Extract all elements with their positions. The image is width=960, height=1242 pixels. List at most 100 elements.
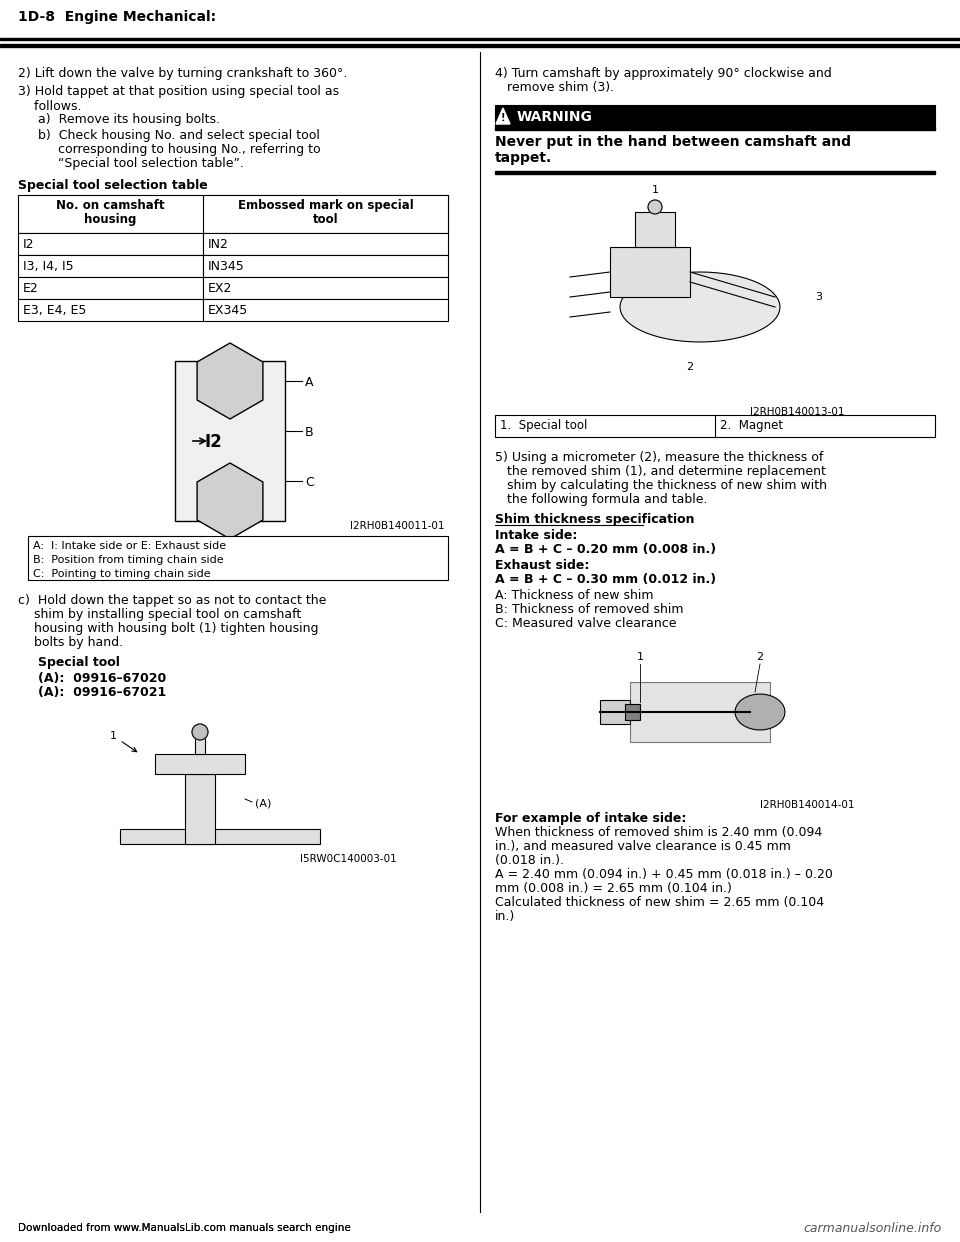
Text: A = B + C – 0.20 mm (0.008 in.): A = B + C – 0.20 mm (0.008 in.) bbox=[495, 543, 716, 556]
Text: (A):  09916–67021: (A): 09916–67021 bbox=[38, 686, 166, 699]
Bar bbox=[610, 247, 690, 297]
Text: When thickness of removed shim is 2.40 mm (0.094: When thickness of removed shim is 2.40 m… bbox=[495, 826, 823, 840]
Text: mm (0.008 in.) = 2.65 mm (0.104 in.): mm (0.008 in.) = 2.65 mm (0.104 in.) bbox=[495, 882, 732, 895]
Text: 4) Turn camshaft by approximately 90° clockwise and: 4) Turn camshaft by approximately 90° cl… bbox=[495, 67, 831, 79]
Text: Downloaded from www.ManualsLib.com manuals search engine: Downloaded from www.ManualsLib.com manua… bbox=[18, 1223, 350, 1233]
Bar bbox=[635, 212, 675, 247]
Text: in.): in.) bbox=[495, 910, 516, 923]
Text: C: C bbox=[305, 477, 314, 489]
Text: IN2: IN2 bbox=[208, 238, 228, 251]
Text: (A):  09916–67020: (A): 09916–67020 bbox=[38, 672, 166, 686]
Polygon shape bbox=[735, 694, 785, 730]
Text: remove shim (3).: remove shim (3). bbox=[495, 81, 614, 94]
Text: B: Thickness of removed shim: B: Thickness of removed shim bbox=[495, 604, 684, 616]
Bar bbox=[155, 754, 245, 774]
Text: tappet.: tappet. bbox=[495, 152, 552, 165]
Text: the removed shim (1), and determine replacement: the removed shim (1), and determine repl… bbox=[495, 465, 826, 478]
Text: EX345: EX345 bbox=[208, 304, 249, 317]
Text: 2) Lift down the valve by turning crankshaft to 360°.: 2) Lift down the valve by turning cranks… bbox=[18, 67, 348, 79]
Bar bbox=[203, 195, 448, 233]
Text: in.), and measured valve clearance is 0.45 mm: in.), and measured valve clearance is 0.… bbox=[495, 840, 791, 853]
Bar bbox=[495, 106, 935, 127]
Text: Special tool selection table: Special tool selection table bbox=[18, 179, 207, 193]
Text: I3, I4, I5: I3, I4, I5 bbox=[23, 260, 74, 273]
Text: 2.  Magnet: 2. Magnet bbox=[720, 419, 783, 432]
Text: 1: 1 bbox=[110, 732, 136, 751]
Text: IN345: IN345 bbox=[208, 260, 245, 273]
Text: No. on camshaft: No. on camshaft bbox=[57, 199, 165, 212]
Bar bbox=[18, 233, 203, 255]
Text: EX2: EX2 bbox=[208, 282, 232, 296]
Text: (0.018 in.).: (0.018 in.). bbox=[495, 854, 564, 867]
Bar bbox=[120, 828, 320, 845]
Text: E2: E2 bbox=[23, 282, 38, 296]
Bar bbox=[195, 734, 205, 754]
Text: shim by installing special tool on camshaft: shim by installing special tool on camsh… bbox=[18, 609, 301, 621]
Text: 2: 2 bbox=[686, 361, 693, 373]
Text: I2RH0B140011-01: I2RH0B140011-01 bbox=[350, 520, 444, 532]
Text: carmanualsonline.info: carmanualsonline.info bbox=[804, 1221, 942, 1235]
Bar bbox=[0, 1213, 960, 1242]
Text: 3: 3 bbox=[815, 292, 822, 302]
Text: Downloaded from www.ManualsLib.com manuals search engine: Downloaded from www.ManualsLib.com manua… bbox=[18, 1223, 350, 1233]
Text: I2: I2 bbox=[205, 433, 223, 451]
Text: the following formula and table.: the following formula and table. bbox=[495, 493, 708, 505]
Text: 1: 1 bbox=[636, 652, 643, 662]
Text: (A): (A) bbox=[255, 799, 272, 809]
Text: tool: tool bbox=[313, 212, 338, 226]
Bar bbox=[175, 361, 285, 520]
Polygon shape bbox=[197, 343, 263, 419]
Text: Embossed mark on special: Embossed mark on special bbox=[238, 199, 414, 212]
Bar bbox=[18, 277, 203, 299]
Bar bbox=[18, 299, 203, 320]
Text: B:  Position from timing chain side: B: Position from timing chain side bbox=[33, 555, 224, 565]
Text: 1: 1 bbox=[652, 185, 659, 195]
Circle shape bbox=[192, 724, 208, 740]
Text: 3) Hold tappet at that position using special tool as
    follows.: 3) Hold tappet at that position using sp… bbox=[18, 84, 339, 113]
Text: Calculated thickness of new shim = 2.65 mm (0.104: Calculated thickness of new shim = 2.65 … bbox=[495, 895, 824, 909]
Text: A = 2.40 mm (0.094 in.) + 0.45 mm (0.018 in.) – 0.20: A = 2.40 mm (0.094 in.) + 0.45 mm (0.018… bbox=[495, 868, 833, 881]
Text: !: ! bbox=[501, 113, 505, 123]
Text: I2: I2 bbox=[23, 238, 35, 251]
Bar bbox=[625, 704, 640, 720]
Text: c)  Hold down the tappet so as not to contact the: c) Hold down the tappet so as not to con… bbox=[18, 594, 326, 607]
Bar bbox=[185, 774, 215, 845]
Text: Special tool: Special tool bbox=[38, 656, 120, 669]
Bar bbox=[600, 700, 630, 724]
Bar bbox=[630, 682, 770, 741]
Text: For example of intake side:: For example of intake side: bbox=[495, 812, 686, 825]
Text: 5) Using a micrometer (2), measure the thickness of: 5) Using a micrometer (2), measure the t… bbox=[495, 451, 824, 465]
Text: E3, E4, E5: E3, E4, E5 bbox=[23, 304, 86, 317]
Text: housing: housing bbox=[84, 212, 136, 226]
Bar bbox=[18, 195, 448, 233]
Text: Never put in the hand between camshaft and: Never put in the hand between camshaft a… bbox=[495, 135, 851, 149]
Bar bbox=[495, 171, 935, 174]
Text: C: Measured valve clearance: C: Measured valve clearance bbox=[495, 617, 677, 630]
Bar bbox=[203, 277, 448, 299]
Text: 1D-8  Engine Mechanical:: 1D-8 Engine Mechanical: bbox=[18, 10, 216, 24]
Bar bbox=[495, 127, 935, 130]
Text: A: A bbox=[305, 376, 314, 390]
Bar bbox=[0, 43, 960, 47]
Text: “Special tool selection table”.: “Special tool selection table”. bbox=[38, 156, 244, 170]
Text: shim by calculating the thickness of new shim with: shim by calculating the thickness of new… bbox=[495, 479, 827, 492]
Text: Exhaust side:: Exhaust side: bbox=[495, 559, 589, 573]
Text: housing with housing bolt (1) tighten housing: housing with housing bolt (1) tighten ho… bbox=[18, 622, 319, 635]
Text: A: Thickness of new shim: A: Thickness of new shim bbox=[495, 589, 654, 602]
Text: b)  Check housing No. and select special tool: b) Check housing No. and select special … bbox=[38, 129, 320, 142]
Text: B: B bbox=[305, 426, 314, 440]
Bar bbox=[18, 255, 203, 277]
Text: I2RH0B140014-01: I2RH0B140014-01 bbox=[760, 800, 854, 810]
Circle shape bbox=[648, 200, 662, 214]
Text: A = B + C – 0.30 mm (0.012 in.): A = B + C – 0.30 mm (0.012 in.) bbox=[495, 573, 716, 586]
Text: Shim thickness specification: Shim thickness specification bbox=[495, 513, 694, 527]
Text: I5RW0C140003-01: I5RW0C140003-01 bbox=[300, 854, 396, 864]
Text: corresponding to housing No., referring to: corresponding to housing No., referring … bbox=[38, 143, 321, 156]
Text: WARNING: WARNING bbox=[517, 111, 593, 124]
Text: Intake side:: Intake side: bbox=[495, 529, 577, 542]
Bar bbox=[203, 233, 448, 255]
Text: C:  Pointing to timing chain side: C: Pointing to timing chain side bbox=[33, 569, 210, 579]
Bar bbox=[0, 39, 960, 40]
Bar bbox=[203, 299, 448, 320]
Bar bbox=[495, 415, 935, 437]
